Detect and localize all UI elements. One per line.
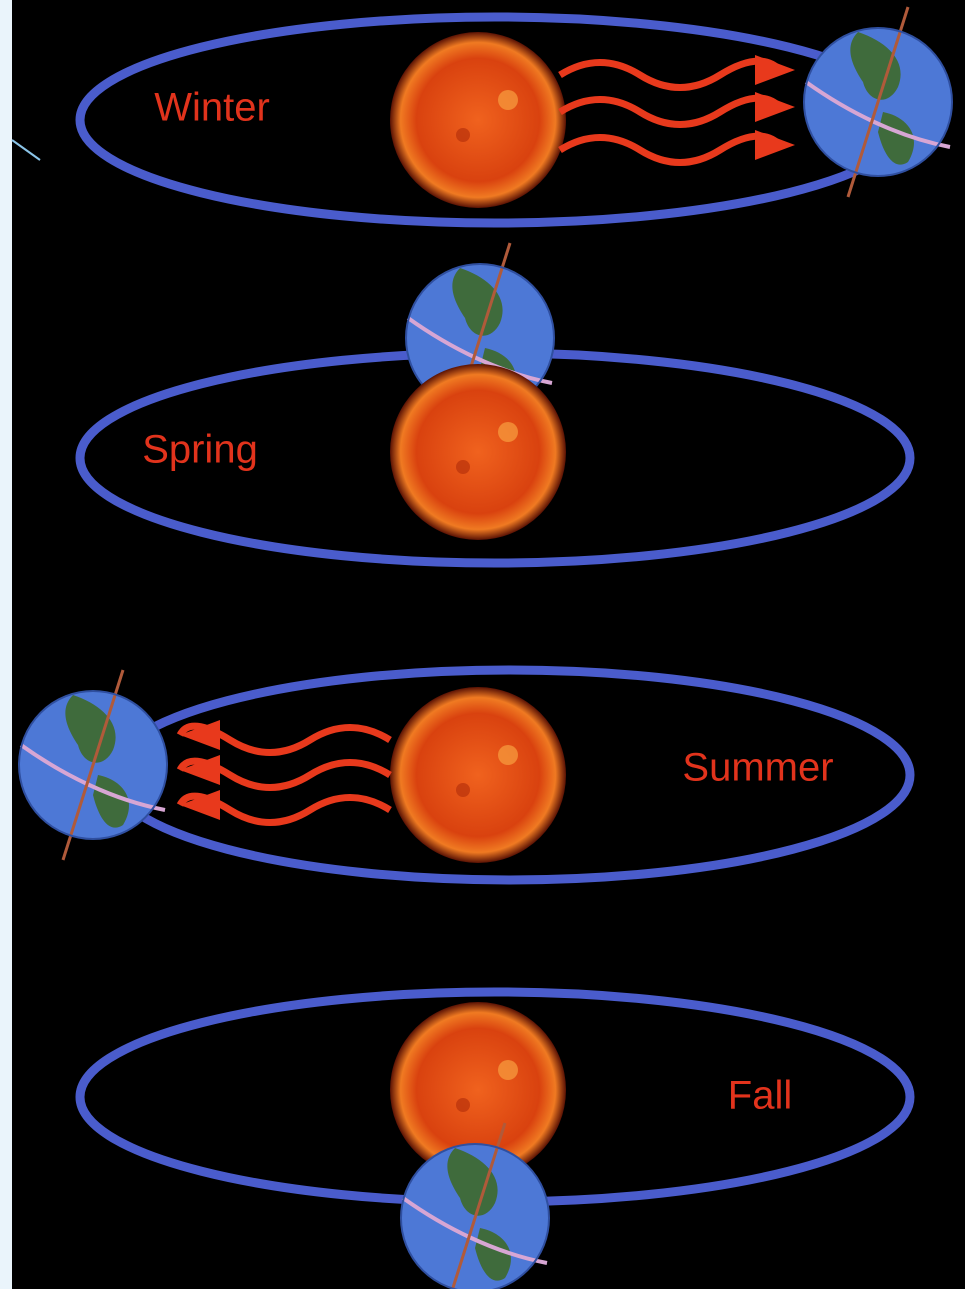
heat-arrows (558, 55, 795, 166)
heat-arrows (176, 720, 392, 826)
spring-panel: Spring (75, 241, 915, 568)
earth (17, 668, 169, 862)
season-label: Winter (154, 86, 270, 130)
side-strip (0, 0, 12, 1289)
winter-panel: Winter (75, 5, 954, 228)
summer-panel: Summer (17, 665, 915, 885)
season-label: Fall (728, 1074, 792, 1118)
fall-panel: Fall (75, 987, 915, 1289)
sun (390, 364, 566, 540)
earth (802, 5, 954, 199)
sun (390, 687, 566, 863)
edge-line (11, 139, 41, 161)
sun (390, 32, 566, 208)
season-label: Summer (682, 746, 833, 790)
season-label: Spring (142, 428, 258, 472)
